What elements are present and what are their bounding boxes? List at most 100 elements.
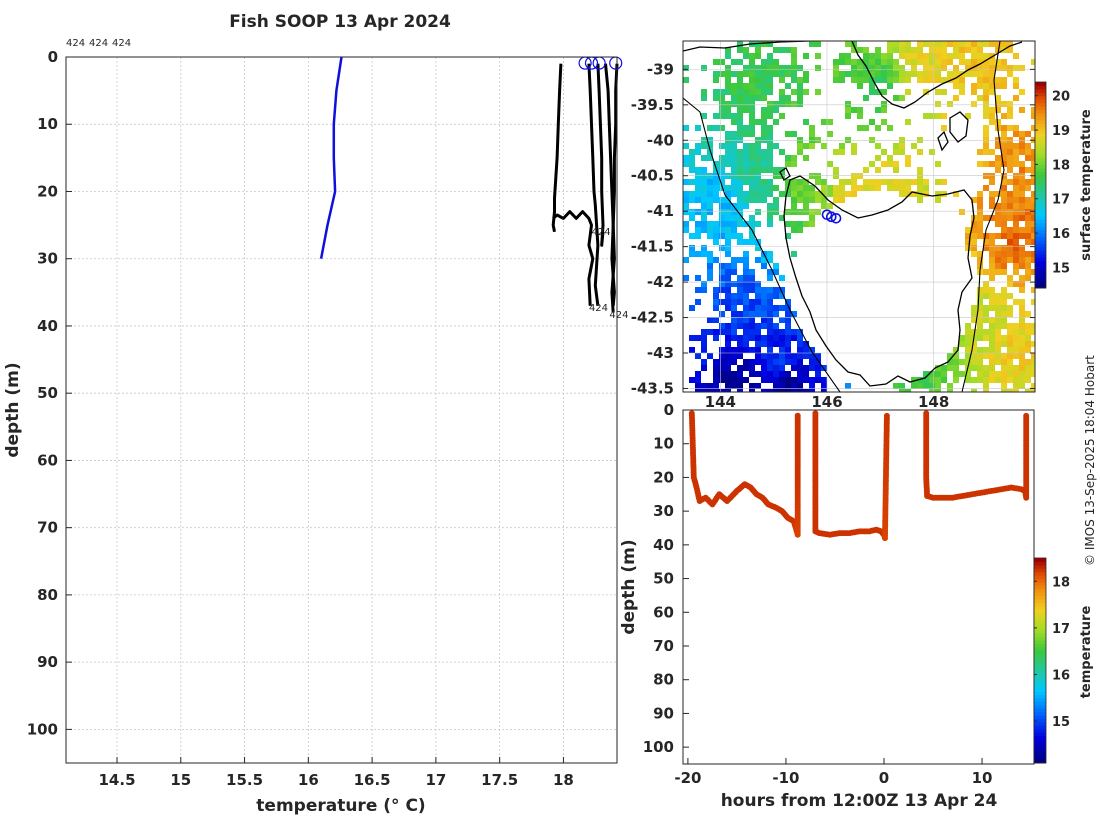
sst-cell bbox=[977, 71, 983, 77]
sst-cell bbox=[719, 371, 725, 377]
sst-cell bbox=[689, 305, 695, 311]
sst-cell bbox=[743, 167, 749, 173]
sst-cell bbox=[743, 359, 749, 365]
sst-cell bbox=[809, 377, 815, 383]
sst-cell bbox=[731, 215, 737, 221]
sst-cell bbox=[935, 179, 941, 185]
sst-cell bbox=[797, 365, 803, 371]
colorbar-swatch bbox=[1034, 715, 1046, 720]
sst-cell bbox=[695, 209, 701, 215]
sst-cell bbox=[959, 47, 965, 53]
sst-cell bbox=[899, 179, 905, 185]
sst-cell bbox=[797, 371, 803, 377]
sst-cell bbox=[953, 191, 959, 197]
sst-cell bbox=[833, 167, 839, 173]
sst-cell bbox=[797, 101, 803, 107]
sst-cell bbox=[785, 371, 791, 377]
sst-cell bbox=[773, 287, 779, 293]
sst-cell bbox=[899, 41, 905, 47]
sst-cell bbox=[923, 185, 929, 191]
sst-cell bbox=[1031, 239, 1035, 245]
depth-time-axes-box bbox=[682, 409, 1035, 765]
sst-cell bbox=[725, 353, 731, 359]
sst-cell bbox=[851, 107, 857, 113]
sst-cell bbox=[911, 143, 917, 149]
sst-cell bbox=[755, 155, 761, 161]
sst-cell bbox=[743, 83, 749, 89]
sst-cell bbox=[767, 269, 773, 275]
sst-cell bbox=[749, 65, 755, 71]
sst-cell bbox=[1013, 161, 1019, 167]
sst-cell bbox=[1013, 239, 1019, 245]
sst-cell bbox=[761, 299, 767, 305]
sst-cell bbox=[863, 77, 869, 83]
sst-cell bbox=[737, 239, 743, 245]
map-panel: 144 146 148 -39-39.5-40-40.5-41-41.5-42-42… bbox=[631, 40, 1094, 411]
sst-cell bbox=[971, 353, 977, 359]
sst-cell bbox=[767, 179, 773, 185]
sst-cell bbox=[797, 83, 803, 89]
sst-cell bbox=[731, 227, 737, 233]
sst-cell bbox=[731, 317, 737, 323]
sst-cell bbox=[725, 251, 731, 257]
sst-cell bbox=[887, 125, 893, 131]
sst-cell bbox=[737, 353, 743, 359]
sst-cell bbox=[785, 221, 791, 227]
sst-cell bbox=[755, 185, 761, 191]
sst-cell bbox=[725, 389, 731, 392]
sst-cell bbox=[983, 143, 989, 149]
sst-cell bbox=[1031, 203, 1035, 209]
sst-cell bbox=[977, 191, 983, 197]
coastline-victoria bbox=[683, 41, 1023, 109]
sst-cell bbox=[755, 95, 761, 101]
sst-cell bbox=[971, 389, 977, 392]
sst-cell bbox=[1001, 359, 1007, 365]
sst-cell bbox=[1001, 215, 1007, 221]
sst-cell bbox=[761, 59, 767, 65]
sst-cell bbox=[791, 359, 797, 365]
sst-cell bbox=[959, 53, 965, 59]
colorbar-swatch bbox=[1034, 681, 1046, 685]
sst-cell bbox=[779, 347, 785, 353]
sst-cell bbox=[689, 209, 695, 215]
colorbar-swatch bbox=[1034, 718, 1046, 723]
colorbar-swatch bbox=[1034, 612, 1046, 617]
depth-time-y-tick-label: 60 bbox=[653, 603, 674, 621]
sst-cell bbox=[725, 191, 731, 197]
sst-cell bbox=[1025, 143, 1031, 149]
sst-cell bbox=[1019, 263, 1025, 269]
colorbar-swatch bbox=[1034, 581, 1046, 586]
sst-cell bbox=[875, 143, 881, 149]
sst-cell bbox=[989, 317, 995, 323]
sst-cell bbox=[713, 335, 719, 341]
colorbar-swatch bbox=[1034, 578, 1046, 583]
sst-cell bbox=[863, 59, 869, 65]
sst-cell bbox=[1019, 377, 1025, 383]
sst-cell bbox=[797, 221, 803, 227]
sst-cell bbox=[749, 155, 755, 161]
sst-cell bbox=[929, 77, 935, 83]
sst-cell bbox=[983, 89, 989, 95]
sst-cell bbox=[971, 227, 977, 233]
sst-cell bbox=[839, 185, 845, 191]
sst-cell bbox=[713, 257, 719, 263]
sst-cell bbox=[791, 77, 797, 83]
profile-y-label: depth (m) bbox=[3, 362, 23, 457]
sst-cell bbox=[935, 59, 941, 65]
sst-cell bbox=[947, 389, 953, 392]
sst-cell bbox=[719, 185, 725, 191]
sst-cell bbox=[779, 89, 785, 95]
colorbar-swatch bbox=[1034, 568, 1046, 573]
sst-cell bbox=[923, 71, 929, 77]
sst-cell bbox=[875, 167, 881, 173]
sst-cell bbox=[725, 215, 731, 221]
sst-cell bbox=[983, 281, 989, 287]
sst-cell bbox=[761, 335, 767, 341]
sst-cell bbox=[1001, 371, 1007, 377]
sst-cell bbox=[971, 83, 977, 89]
sst-cell bbox=[761, 71, 767, 77]
sst-cell bbox=[791, 389, 797, 392]
sst-cell bbox=[923, 179, 929, 185]
sst-cell bbox=[713, 197, 719, 203]
sst-cell bbox=[761, 113, 767, 119]
